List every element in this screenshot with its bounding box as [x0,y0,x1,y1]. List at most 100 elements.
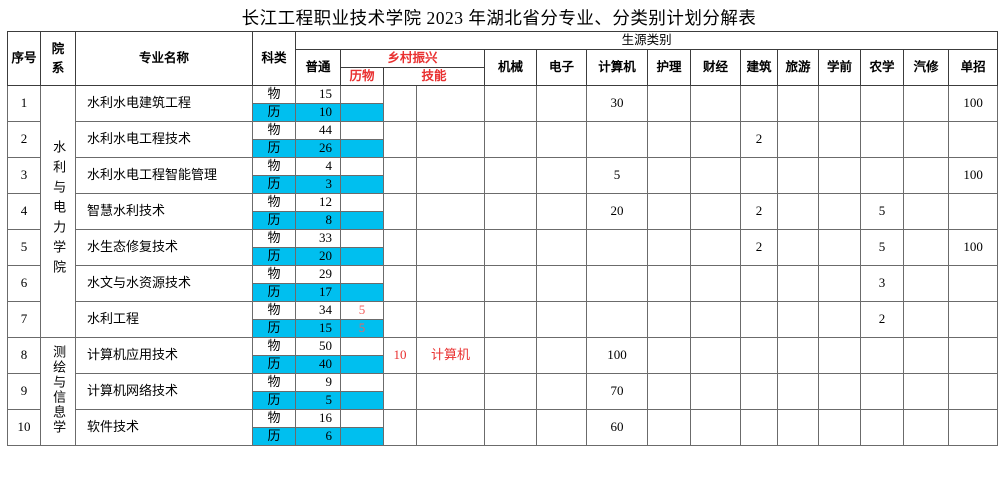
col-header-serial: 序号 [7,31,41,86]
category-plan-value [536,85,587,122]
category-plan-value [536,229,587,266]
rural-skill-count: 10 [383,337,417,374]
rural-skill-category [416,265,485,302]
category-plan-value [647,301,691,338]
category-plan-value [586,301,648,338]
major-name: 水文与水资源技术 [75,265,253,302]
category-plan-value [740,409,778,446]
rural-liwu-physics [340,121,384,140]
category-plan-value [818,229,861,266]
general-plan-history: 26 [295,139,341,158]
category-plan-value [536,193,587,230]
subject-type-physics: 物 [252,373,296,392]
rural-skill-count [383,193,417,230]
row-number: 10 [7,409,41,446]
table-row: 4 智慧水利技术物 12 20 2 5 [7,193,998,230]
category-plan-value: 5 [586,157,648,194]
category-plan-value [647,121,691,158]
category-plan-value: 100 [947,229,998,266]
category-plan-value [690,265,741,302]
col-header-auto-repair: 汽修 [903,49,949,86]
table-row: 5 水生态修复技术物 33 2 5 100 [7,229,998,266]
department-cell: 测绘与信息学 [40,337,76,446]
category-plan-value [484,157,537,194]
rural-skill-category [416,409,485,446]
category-plan-value [818,265,861,302]
rural-liwu-history [340,427,384,446]
subject-type-history: 历 [252,283,296,302]
category-plan-value [777,157,819,194]
category-plan-value: 100 [947,157,998,194]
rural-liwu-history: 5 [340,319,384,338]
category-plan-value [690,337,741,374]
category-plan-value [690,409,741,446]
col-header-agronomy: 农学 [860,49,904,86]
category-plan-value [484,193,537,230]
subject-type-physics: 物 [252,85,296,104]
category-plan-value [903,265,949,302]
rural-liwu-physics [340,229,384,248]
rural-liwu-physics [340,409,384,428]
general-plan-physics: 4 [295,157,341,176]
category-plan-value: 2 [740,121,778,158]
general-plan-physics: 9 [295,373,341,392]
category-plan-value [903,373,949,410]
category-plan-value: 2 [860,301,904,338]
general-plan-physics: 29 [295,265,341,284]
col-header-rural-revitalization: 乡村振兴 [340,49,485,68]
category-plan-value [484,265,537,302]
category-plan-value [484,301,537,338]
category-plan-value [740,373,778,410]
col-header-general: 普通 [295,49,341,86]
rural-skill-count [383,409,417,446]
col-header-source-category: 生源类别 [294,31,998,50]
row-number: 4 [7,193,41,230]
category-plan-value [647,193,691,230]
category-plan-value [647,85,691,122]
subject-type-physics: 物 [252,337,296,356]
row-number: 6 [7,265,41,302]
category-plan-value [818,85,861,122]
category-plan-value: 100 [586,337,648,374]
category-plan-value [740,265,778,302]
subject-type-history: 历 [252,355,296,374]
category-plan-value [818,373,861,410]
rural-liwu-history [340,391,384,410]
category-plan-value [536,121,587,158]
category-plan-value [690,85,741,122]
rural-skill-count [383,121,417,158]
plan-table: 序号 院系 专业名称 科类 生源类别 普通 乡村振兴 机械 电子 计算机 护理 … [7,31,998,446]
subject-type-physics: 物 [252,157,296,176]
subject-type-history: 历 [252,319,296,338]
category-plan-value [740,157,778,194]
category-plan-value [536,373,587,410]
category-plan-value: 70 [586,373,648,410]
major-name: 软件技术 [75,409,253,446]
rural-skill-category: 计算机 [416,337,485,374]
category-plan-value [777,409,819,446]
major-name: 水利水电工程技术 [75,121,253,158]
table-row: 10 软件技术物 16 60 [7,409,998,446]
category-plan-value [484,373,537,410]
category-plan-value [818,121,861,158]
category-plan-value: 30 [586,85,648,122]
rural-liwu-history [340,103,384,122]
rural-liwu-physics [340,373,384,392]
row-number: 5 [7,229,41,266]
row-number: 2 [7,121,41,158]
rural-skill-count [383,229,417,266]
col-header-electronics: 电子 [536,49,587,86]
rural-skill-count [383,265,417,302]
department-label: 水利与电力学院 [51,139,67,280]
col-header-major: 专业名称 [75,31,253,86]
rural-skill-category [416,85,485,122]
category-plan-value [586,121,648,158]
category-plan-value [647,373,691,410]
rural-skill-category [416,373,485,410]
table-row-history: 历 26 [8,139,998,158]
col-header-computer: 计算机 [586,49,648,86]
category-plan-value [903,193,949,230]
category-plan-value [903,157,949,194]
rural-liwu-physics [340,265,384,284]
